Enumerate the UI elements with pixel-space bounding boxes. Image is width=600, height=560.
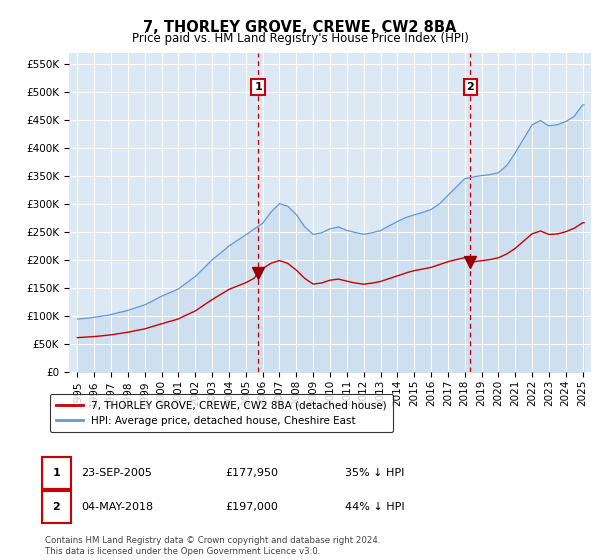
Text: 7, THORLEY GROVE, CREWE, CW2 8BA: 7, THORLEY GROVE, CREWE, CW2 8BA — [143, 20, 457, 35]
Text: £197,000: £197,000 — [225, 502, 278, 512]
Text: 2: 2 — [467, 82, 475, 92]
Text: 2: 2 — [53, 502, 60, 512]
Text: £177,950: £177,950 — [225, 468, 278, 478]
Legend: 7, THORLEY GROVE, CREWE, CW2 8BA (detached house), HPI: Average price, detached : 7, THORLEY GROVE, CREWE, CW2 8BA (detach… — [50, 394, 393, 432]
Text: 23-SEP-2005: 23-SEP-2005 — [81, 468, 152, 478]
Text: 1: 1 — [254, 82, 262, 92]
Text: 1: 1 — [53, 468, 60, 478]
Text: 04-MAY-2018: 04-MAY-2018 — [81, 502, 153, 512]
Text: 35% ↓ HPI: 35% ↓ HPI — [345, 468, 404, 478]
Text: 44% ↓ HPI: 44% ↓ HPI — [345, 502, 404, 512]
Text: Price paid vs. HM Land Registry's House Price Index (HPI): Price paid vs. HM Land Registry's House … — [131, 32, 469, 45]
Text: Contains HM Land Registry data © Crown copyright and database right 2024.
This d: Contains HM Land Registry data © Crown c… — [45, 536, 380, 556]
